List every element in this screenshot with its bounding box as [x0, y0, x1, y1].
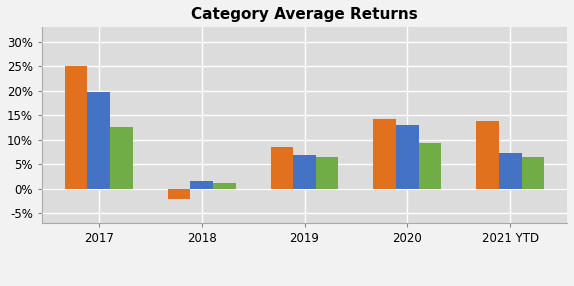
- Legend: Aggressive Hybrid, Dynamic Asset Allocation, Equity Savings: Aggressive Hybrid, Dynamic Asset Allocat…: [85, 284, 525, 286]
- Bar: [110, 127, 133, 189]
- Bar: [476, 121, 499, 189]
- Bar: [396, 125, 419, 189]
- Bar: [87, 92, 110, 189]
- Bar: [270, 147, 293, 189]
- Bar: [168, 189, 190, 198]
- Bar: [316, 157, 339, 189]
- Bar: [293, 154, 316, 189]
- Bar: [522, 157, 544, 189]
- Bar: [499, 153, 522, 189]
- Bar: [65, 66, 87, 189]
- Bar: [419, 143, 441, 189]
- Bar: [213, 183, 235, 189]
- Bar: [374, 119, 396, 189]
- Title: Category Average Returns: Category Average Returns: [191, 7, 418, 22]
- Bar: [190, 182, 213, 189]
